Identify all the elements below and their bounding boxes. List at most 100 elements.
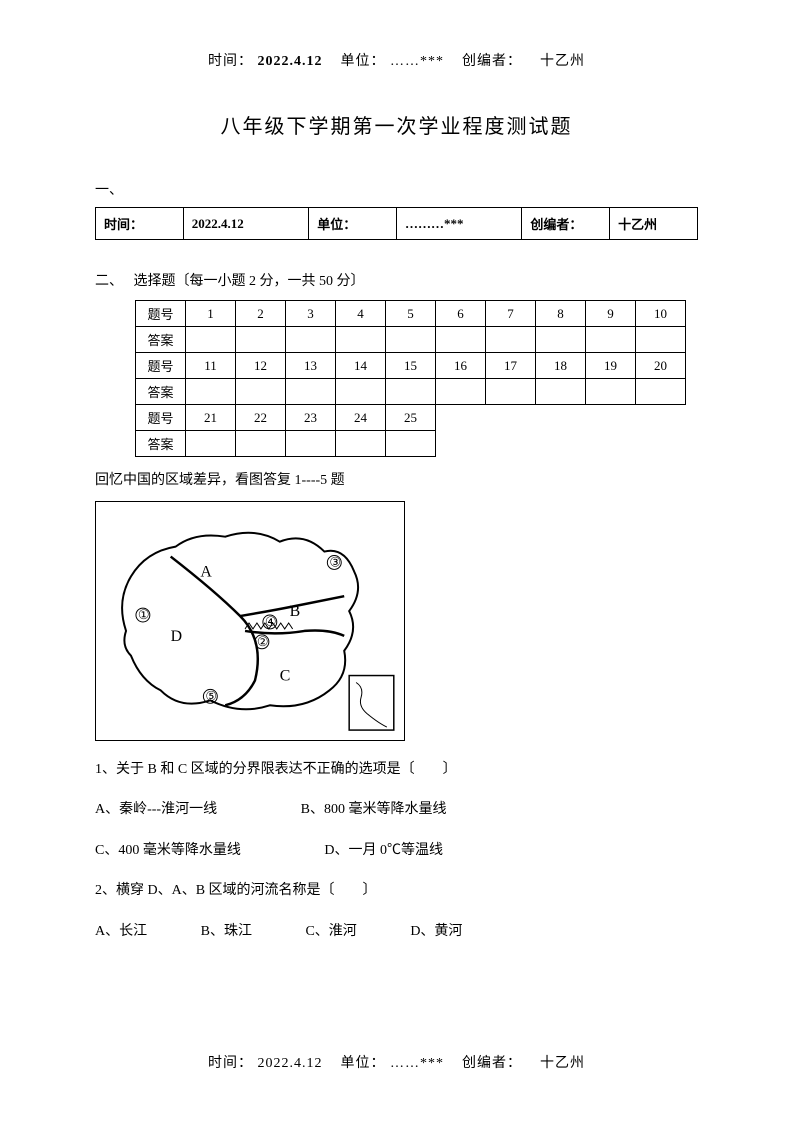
- answer-cell: [186, 379, 236, 405]
- question-2: 2、横穿 D、A、B 区域的河流名称是〔 〕: [95, 880, 698, 902]
- footer-unit-label: 单位：: [341, 1056, 386, 1071]
- map-label-B: B: [290, 603, 301, 620]
- answer-num-cell: 2: [236, 301, 286, 327]
- info-table-row: 时间： 2022.4.12 单位： ………*** 创编者： 十乙州: [96, 208, 698, 240]
- answer-cell: [186, 327, 236, 353]
- q2-optD: D、黄河: [410, 921, 462, 943]
- footer-time-value: 2022.4.12: [258, 1056, 323, 1071]
- question-1: 1、关于 B 和 C 区域的分界限表达不正确的选项是〔 〕: [95, 759, 698, 781]
- info-editor-label: 创编者：: [522, 208, 610, 240]
- answer-cell: [636, 327, 686, 353]
- answer-cell: [186, 431, 236, 457]
- answer-row-ans-1: 答案: [136, 327, 686, 353]
- answer-cell: [336, 379, 386, 405]
- footer-editor-label: 创编者：: [462, 1056, 522, 1071]
- answer-cell: [336, 327, 386, 353]
- question-1-options-row1: A、秦岭---淮河一线 B、800 毫米等降水量线: [95, 799, 698, 821]
- answer-num-cell: 17: [486, 353, 536, 379]
- answer-num-cell: 20: [636, 353, 686, 379]
- header-time-value: 2022.4.12: [258, 54, 323, 69]
- china-outline: [122, 533, 358, 710]
- answer-cell: [486, 379, 536, 405]
- map-label-A: A: [200, 563, 212, 580]
- inset-box: [349, 676, 394, 731]
- answer-cell: [286, 379, 336, 405]
- row-label-ans: 答案: [136, 431, 186, 457]
- answer-row-nums-3: 题号 21 22 23 24 25: [136, 405, 686, 431]
- info-unit-value: ………***: [396, 208, 521, 240]
- answer-row-ans-2: 答案: [136, 379, 686, 405]
- map-label-D: D: [171, 628, 182, 645]
- info-editor-value: 十乙州: [610, 208, 698, 240]
- info-unit-label: 单位：: [309, 208, 397, 240]
- q1-optD: D、一月 0℃等温线: [324, 840, 443, 862]
- answer-cell: [236, 431, 286, 457]
- answer-num-cell: 3: [286, 301, 336, 327]
- map-label-C: C: [280, 668, 291, 685]
- q2-optB: B、珠江: [201, 921, 252, 943]
- section2-marker: 二、: [95, 274, 123, 289]
- answer-num-cell: 8: [536, 301, 586, 327]
- header-unit-value: ……***: [390, 54, 444, 69]
- map-svg: A B C D ① ② ③ ④ ⑤: [96, 502, 404, 740]
- instruction-text: 回忆中国的区域差异，看图答复 1----5 题: [95, 469, 698, 489]
- answer-num-cell: 9: [586, 301, 636, 327]
- question-1-options-row2: C、400 毫米等降水量线 D、一月 0℃等温线: [95, 840, 698, 862]
- answer-cell: [286, 327, 336, 353]
- answer-num-cell: 12: [236, 353, 286, 379]
- answer-cell: [286, 431, 336, 457]
- answer-num-cell: 7: [486, 301, 536, 327]
- answer-cell: [386, 327, 436, 353]
- answer-num-cell: 22: [236, 405, 286, 431]
- answer-num-cell: 15: [386, 353, 436, 379]
- row-label-ans: 答案: [136, 327, 186, 353]
- row-label-ans: 答案: [136, 379, 186, 405]
- answer-cell: [586, 379, 636, 405]
- answer-table: 题号 1 2 3 4 5 6 7 8 9 10 答案 题号 11 12 13 1…: [135, 300, 686, 457]
- answer-cell: [636, 379, 686, 405]
- section1-marker: 一、: [95, 179, 698, 199]
- answer-cell: [536, 327, 586, 353]
- row-label-num: 题号: [136, 353, 186, 379]
- row-label-num: 题号: [136, 405, 186, 431]
- header-unit-label: 单位：: [341, 54, 386, 69]
- q2-optC: C、淮河: [305, 921, 356, 943]
- footer-line: 时间： 2022.4.12 单位： ……*** 创编者： 十乙州: [0, 1052, 793, 1072]
- answer-num-cell: 16: [436, 353, 486, 379]
- answer-num-cell: 25: [386, 405, 436, 431]
- answer-num-cell: 24: [336, 405, 386, 431]
- row-label-num: 题号: [136, 301, 186, 327]
- info-time-value: 2022.4.12: [183, 208, 308, 240]
- answer-num-cell: 19: [586, 353, 636, 379]
- answer-cell: [336, 431, 386, 457]
- section2-title: 选择题〔每一小题 2 分，一共 50 分〕: [134, 274, 365, 289]
- answer-cell: [386, 379, 436, 405]
- footer-editor-value: 十乙州: [540, 1056, 585, 1071]
- answer-cell: [486, 327, 536, 353]
- footer-unit-value: ……***: [390, 1056, 444, 1071]
- answer-num-cell: 1: [186, 301, 236, 327]
- info-table: 时间： 2022.4.12 单位： ………*** 创编者： 十乙州: [95, 207, 698, 240]
- region-boundary-west: [171, 557, 258, 706]
- q1-optC: C、400 毫米等降水量线: [95, 840, 241, 862]
- answer-cell: [236, 379, 286, 405]
- footer-time-label: 时间：: [208, 1056, 253, 1071]
- section2-header: 二、 选择题〔每一小题 2 分，一共 50 分〕: [95, 270, 698, 290]
- answer-cell: [386, 431, 436, 457]
- header-line: 时间： 2022.4.12 单位： ……*** 创编者： 十乙州: [95, 50, 698, 70]
- answer-cell: [236, 327, 286, 353]
- answer-cell: [536, 379, 586, 405]
- answer-num-cell: 4: [336, 301, 386, 327]
- info-time-label: 时间：: [96, 208, 184, 240]
- answer-num-cell: 14: [336, 353, 386, 379]
- answer-num-cell: 13: [286, 353, 336, 379]
- question-2-options: A、长江 B、珠江 C、淮河 D、黄河: [95, 921, 698, 943]
- answer-num-cell: 21: [186, 405, 236, 431]
- answer-row-nums-2: 题号 11 12 13 14 15 16 17 18 19 20: [136, 353, 686, 379]
- q1-optA: A、秦岭---淮河一线: [95, 799, 217, 821]
- answer-num-cell: 10: [636, 301, 686, 327]
- header-time-label: 时间：: [208, 54, 253, 69]
- q2-optA: A、长江: [95, 921, 147, 943]
- answer-num-cell: 11: [186, 353, 236, 379]
- page-title: 八年级下学期第一次学业程度测试题: [95, 110, 698, 139]
